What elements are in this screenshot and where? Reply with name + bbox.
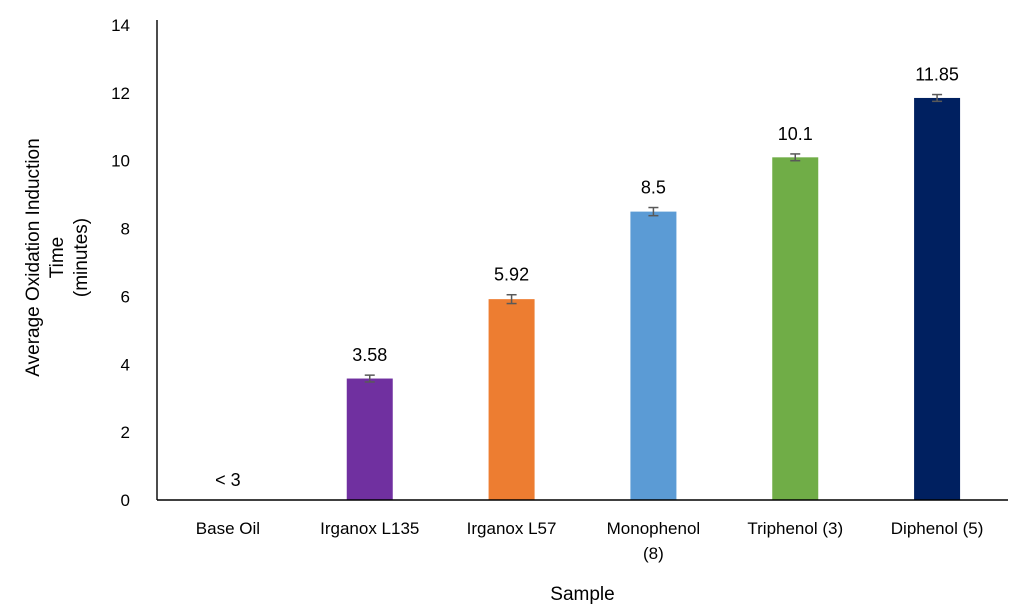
error-bar [364,374,375,383]
x-tick-label: Irganox L135 [320,519,419,538]
bar [914,97,961,501]
y-tick-label: 14 [111,16,130,35]
x-tick-label: Diphenol (5) [891,519,984,538]
x-tick-label: Irganox L57 [467,519,557,538]
data-label: 10.1 [778,124,813,144]
y-tick-labels: 0 2 4 6 8 10 12 14 [111,16,130,510]
x-axis-title: Sample [550,584,614,605]
y-tick-label: 0 [121,491,130,510]
y-axis-title-line: (minutes) [71,218,92,297]
data-label: 8.5 [641,178,666,198]
y-tick-label: 8 [121,220,130,239]
bars [346,97,961,501]
bar [488,299,535,500]
y-axis-title-line: Time [47,237,68,279]
y-tick-label: 2 [121,423,130,442]
bar [772,157,819,501]
error-bars [364,93,943,383]
data-label: 5.92 [494,265,529,285]
y-tick-label: 4 [121,355,130,374]
error-bar [790,153,801,162]
bar [346,378,393,500]
data-label: 3.58 [352,345,387,365]
error-bar [648,206,659,217]
data-labels: < 3 3.58 5.92 8.5 10.1 11.85 [215,65,959,490]
x-tick-label: Base Oil [196,519,260,538]
bar [630,211,677,500]
y-tick-label: 12 [111,84,130,103]
error-bar [932,93,943,103]
data-label: < 3 [215,470,241,490]
y-tick-label: 10 [111,152,130,171]
data-label: 11.85 [915,65,959,85]
x-tick-label: Monophenol (8) [607,519,701,563]
y-axis-title: Average Oxidation Induction Time (minutes) [23,138,92,376]
x-tick-labels: Base Oil Irganox L135 Irganox L57 Monopheno… [196,519,984,563]
axes [156,20,1008,501]
error-bar [506,293,517,305]
x-tick-label: Triphenol (3) [747,519,843,538]
y-tick-label: 6 [121,287,130,306]
y-axis-title-text: Average Oxidation Induction Time (minutes) [23,138,92,376]
y-axis-title-line: Average Oxidation Induction [23,138,44,376]
